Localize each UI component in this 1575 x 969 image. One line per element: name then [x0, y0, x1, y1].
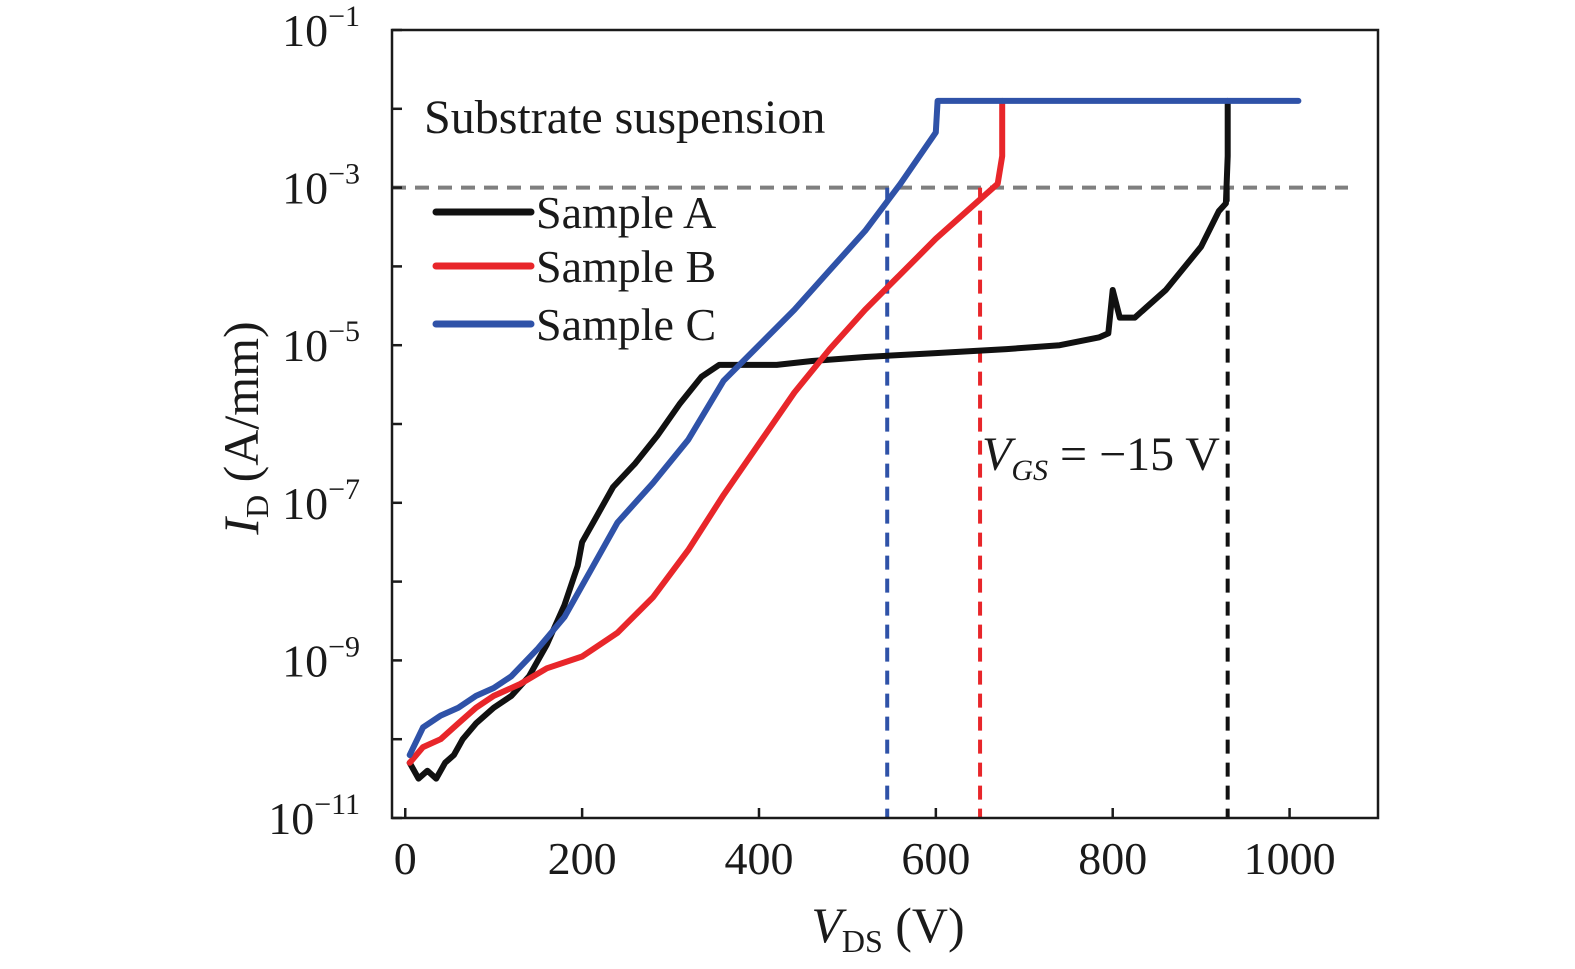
- y-tick-label: 10−9: [282, 630, 360, 686]
- y-tick-power: −5: [328, 315, 360, 348]
- y-tick-base: 10: [282, 163, 328, 214]
- x-axis-title-main: V: [811, 897, 847, 953]
- vgs-value: = −15 V: [1048, 428, 1220, 481]
- legend-label-sample-a: Sample A: [536, 187, 716, 238]
- y-tick-power: −11: [314, 788, 360, 821]
- y-tick-label: 10−11: [268, 788, 360, 844]
- y-tick-power: −7: [328, 473, 360, 506]
- y-axis-title-unit: (A/mm): [213, 321, 269, 495]
- y-tick-base: 10: [282, 478, 328, 529]
- y-tick-base: 10: [282, 320, 328, 371]
- y-tick-label: 10−5: [282, 315, 360, 371]
- x-tick-label: 800: [1078, 833, 1147, 884]
- series-line-sample-b: [406, 97, 1006, 766]
- y-tick-label: 10−1: [282, 0, 360, 56]
- series-layer: [392, 97, 1348, 818]
- y-tick-power: −9: [328, 630, 360, 663]
- x-tick-label: 0: [394, 833, 417, 884]
- y-tick-label: 10−3: [282, 158, 360, 214]
- y-tick-power: −1: [328, 0, 360, 33]
- y-tick-base: 10: [268, 793, 314, 844]
- y-axis-title-main: I: [213, 516, 269, 536]
- y-tick-base: 10: [282, 5, 328, 56]
- y-axis-title: ID (A/mm): [213, 321, 275, 535]
- y-axis-title-sub: D: [239, 495, 275, 518]
- x-tick-label: 600: [901, 833, 970, 884]
- x-axis-title: VDS (V): [811, 897, 964, 959]
- vgs-main: V: [982, 428, 1016, 481]
- x-tick-label: 400: [724, 833, 793, 884]
- x-tick-label: 1000: [1244, 833, 1336, 884]
- series-line-sample-a: [406, 97, 1231, 782]
- x-axis-title-sub: DS: [842, 923, 883, 959]
- legend-label-sample-c: Sample C: [536, 299, 716, 350]
- vgs-sub: GS: [1011, 454, 1048, 487]
- x-axis-title-unit: (V): [883, 897, 965, 953]
- legend-label-sample-b: Sample B: [536, 241, 716, 292]
- y-tick-power: −3: [328, 158, 360, 191]
- y-tick-base: 10: [282, 635, 328, 686]
- annotation-vgs: VGS = −15 V: [982, 428, 1220, 487]
- annotation-substrate-suspension: Substrate suspension: [424, 91, 825, 144]
- series-line-sample-c: [406, 97, 1302, 758]
- x-tick-label: 200: [548, 833, 617, 884]
- y-tick-label: 10−7: [282, 473, 360, 529]
